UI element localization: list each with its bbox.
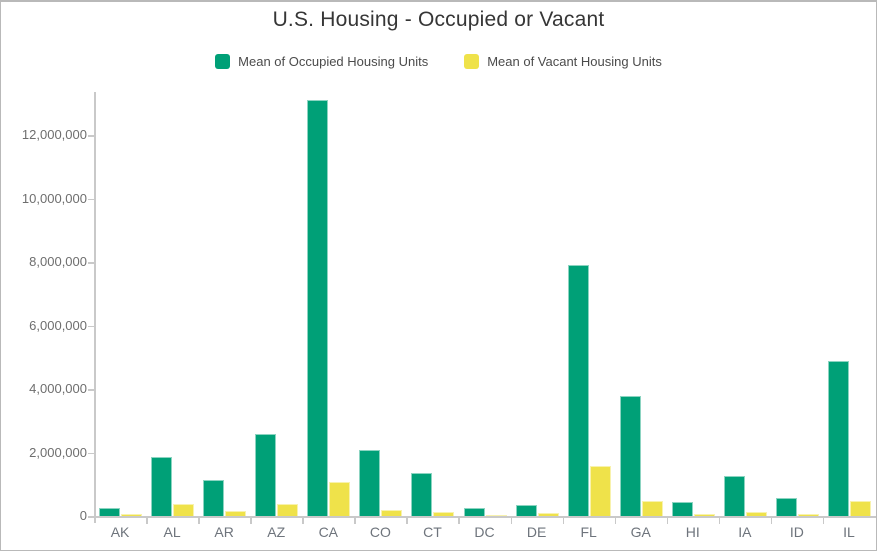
y-axis-tick xyxy=(88,389,94,391)
x-axis-label: CA xyxy=(318,524,339,540)
x-axis-label: AZ xyxy=(267,524,286,540)
vacant-series-swatch-icon xyxy=(464,54,480,69)
bar-vacant-ID[interactable] xyxy=(797,513,819,516)
x-axis-label: DE xyxy=(526,524,547,540)
bar-vacant-DE[interactable] xyxy=(537,513,559,516)
bar-vacant-HI[interactable] xyxy=(693,513,715,516)
bar-occupied-DE[interactable] xyxy=(515,504,537,516)
y-axis-tick xyxy=(88,325,94,327)
x-axis-tick xyxy=(666,518,669,524)
x-axis-label: CT xyxy=(423,524,442,540)
bar-vacant-AK[interactable] xyxy=(121,514,142,516)
bar-vacant-AZ[interactable] xyxy=(277,503,299,516)
x-axis-label: IL xyxy=(843,524,855,540)
x-axis-tick xyxy=(822,518,825,524)
x-axis-tick xyxy=(406,518,408,524)
x-axis-tick xyxy=(146,518,148,524)
y-axis-tick-label: 2,000,000 xyxy=(29,444,87,460)
y-axis-tick-label: 10,000,000 xyxy=(21,190,87,206)
bar-vacant-IL[interactable] xyxy=(849,501,871,516)
bar-occupied-DC[interactable] xyxy=(463,508,485,516)
bar-vacant-AR[interactable] xyxy=(225,510,247,516)
y-axis-tick-label: 0 xyxy=(79,508,87,523)
bar-vacant-GA[interactable] xyxy=(641,501,663,516)
legend-item-occupied[interactable]: Mean of Occupied Housing Units xyxy=(215,54,428,69)
bar-occupied-GA[interactable] xyxy=(619,395,641,516)
y-axis-tick xyxy=(88,262,94,264)
x-axis-line xyxy=(94,516,876,518)
bar-occupied-AZ[interactable] xyxy=(255,433,277,516)
legend: Mean of Occupied Housing Units Mean of V… xyxy=(1,54,876,69)
x-axis-tick xyxy=(458,518,460,524)
y-axis-tick-label: 8,000,000 xyxy=(29,254,87,269)
bar-vacant-DC[interactable] xyxy=(485,514,507,516)
bar-vacant-CO[interactable] xyxy=(381,510,403,516)
bar-occupied-CA[interactable] xyxy=(307,100,329,516)
x-axis-label: AK xyxy=(110,524,130,540)
bar-occupied-AR[interactable] xyxy=(203,479,225,516)
x-axis-tick xyxy=(614,518,617,524)
y-axis-tick xyxy=(88,198,94,200)
bar-vacant-AL[interactable] xyxy=(173,503,195,516)
legend-item-vacant[interactable]: Mean of Vacant Housing Units xyxy=(464,54,662,69)
chart-title: U.S. Housing - Occupied or Vacant xyxy=(272,8,605,31)
x-axis-label: IA xyxy=(738,524,752,540)
x-axis-tick xyxy=(718,518,721,524)
bar-occupied-HI[interactable] xyxy=(671,502,693,516)
x-axis-tick xyxy=(510,518,513,524)
x-axis-label: ID xyxy=(789,524,804,540)
bar-occupied-IL[interactable] xyxy=(827,361,849,516)
x-axis-label: GA xyxy=(630,524,651,540)
x-axis-label: FL xyxy=(580,524,597,540)
y-axis-tick xyxy=(88,452,94,454)
x-axis-tick xyxy=(354,518,356,524)
y-axis-tick-label: 4,000,000 xyxy=(29,381,87,396)
legend-label-vacant: Mean of Vacant Housing Units xyxy=(487,54,662,69)
y-axis-line xyxy=(94,92,96,523)
bar-occupied-CO[interactable] xyxy=(359,450,381,516)
bar-vacant-IA[interactable] xyxy=(745,511,767,516)
legend-label-occupied: Mean of Occupied Housing Units xyxy=(238,54,429,69)
y-axis-tick xyxy=(88,516,94,518)
y-axis-tick-label: 12,000,000 xyxy=(21,127,87,142)
bar-vacant-CA[interactable] xyxy=(329,482,351,516)
bar-vacant-CT[interactable] xyxy=(433,511,455,516)
x-axis-tick xyxy=(198,518,200,524)
bar-occupied-AL[interactable] xyxy=(151,456,173,516)
y-axis-tick-label: 6,000,000 xyxy=(29,317,87,333)
x-axis-tick xyxy=(770,518,773,524)
occupied-series-swatch-icon xyxy=(215,54,231,69)
x-axis-label: AL xyxy=(163,524,181,540)
bar-occupied-FL[interactable] xyxy=(567,264,589,516)
y-axis-tick xyxy=(88,135,94,137)
x-axis-label: HI xyxy=(685,524,700,540)
bar-occupied-ID[interactable] xyxy=(775,497,797,516)
bar-occupied-AK[interactable] xyxy=(99,508,120,516)
bar-occupied-CT[interactable] xyxy=(411,473,433,516)
x-axis-label: AR xyxy=(214,524,234,540)
x-axis-label: DC xyxy=(474,524,495,540)
bar-vacant-FL[interactable] xyxy=(589,465,611,516)
x-axis-tick xyxy=(562,518,565,524)
x-axis-tick xyxy=(302,518,304,524)
x-axis-tick xyxy=(250,518,252,524)
x-axis-label: CO xyxy=(369,524,391,540)
bar-occupied-IA[interactable] xyxy=(723,476,745,516)
